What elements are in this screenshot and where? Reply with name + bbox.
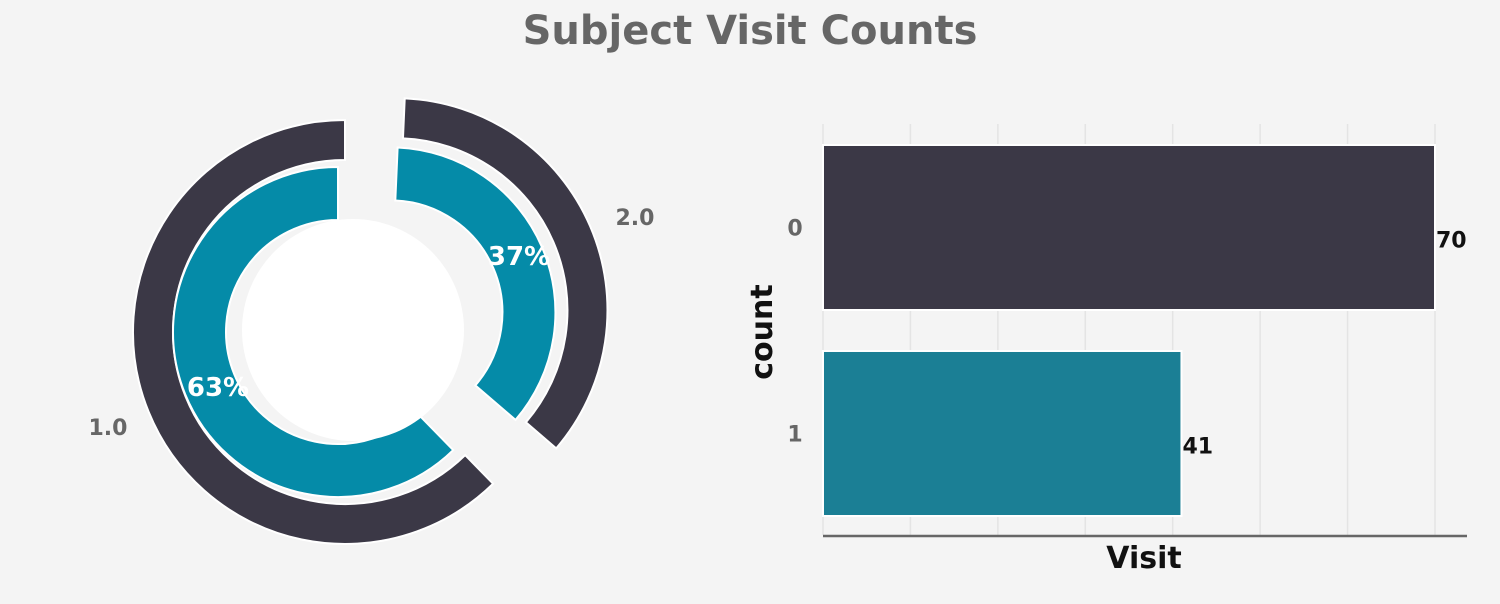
y-axis-label: count	[745, 284, 780, 379]
donut-chart: 63% 1.0 37% 2.0	[89, 97, 655, 545]
donut-outer-slice-1	[401, 97, 609, 450]
donut-center-hole	[242, 219, 464, 441]
y-tick-label: 0	[787, 217, 802, 242]
donut-percent-label: 37%	[488, 242, 550, 272]
y-tick-label: 1	[787, 423, 802, 448]
donut-inner-slice-1	[394, 146, 557, 422]
x-axis-label: Visit	[1106, 541, 1181, 576]
bar-value-label: 70	[1436, 229, 1467, 254]
donut-percent-label: 63%	[187, 373, 249, 403]
donut-inner-slice-0	[172, 165, 455, 498]
chart-title: Subject Visit Counts	[523, 8, 978, 54]
bar	[822, 144, 1436, 311]
bar-value-label: 41	[1182, 435, 1213, 460]
bar	[822, 350, 1183, 517]
bar-chart: 70 0 41 1 Visit count	[745, 124, 1467, 576]
donut-category-label: 2.0	[616, 206, 655, 231]
donut-category-label: 1.0	[89, 416, 128, 441]
